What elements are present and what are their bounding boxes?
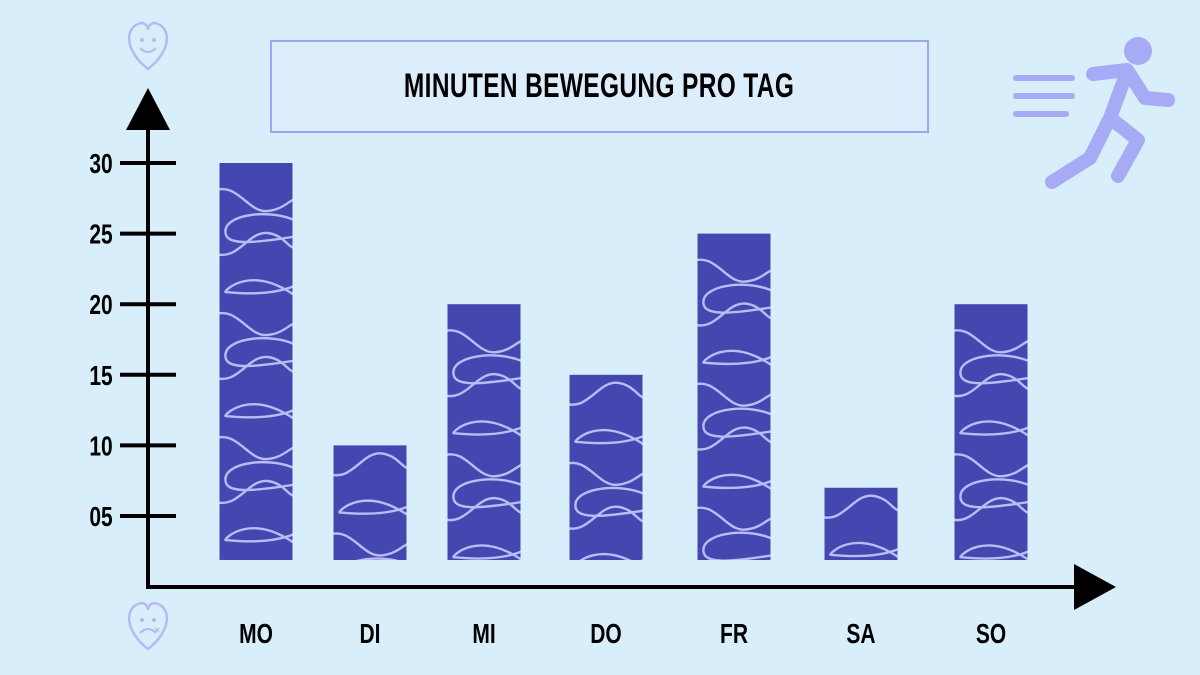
x-axis-arrow <box>1074 564 1116 610</box>
y-axis-arrow <box>126 88 170 130</box>
bar-pattern <box>954 329 1028 561</box>
bar-do <box>569 374 643 560</box>
bar-pattern <box>697 258 771 560</box>
bar-pattern <box>219 187 293 560</box>
bar-pattern <box>447 329 521 561</box>
bar-fr <box>697 233 771 560</box>
bar-di <box>333 445 407 560</box>
running-person-icon <box>1013 37 1175 189</box>
y-tick-label: 10 <box>89 432 112 463</box>
bar-pattern <box>824 494 898 559</box>
x-category-label: DI <box>359 619 380 650</box>
sad-heart-icon <box>127 601 169 651</box>
y-tick-label: 05 <box>89 502 113 533</box>
x-category-label: MO <box>239 619 273 650</box>
chart-title-box: MINUTEN BEWEGUNG PRO TAG <box>270 40 929 133</box>
x-category-label: FR <box>720 619 748 650</box>
bar-pattern <box>569 381 643 560</box>
bars-group <box>219 163 1028 561</box>
x-axis-labels: MO DI MI DO FR SA SO <box>239 619 1006 650</box>
x-category-label: SO <box>976 619 1006 650</box>
y-tick-label: 15 <box>89 361 113 392</box>
y-tick-label: 25 <box>89 220 113 251</box>
x-category-label: SA <box>846 619 875 650</box>
y-axis-ticks: 05 10 15 20 25 30 <box>89 149 176 533</box>
y-tick-label: 20 <box>89 290 112 321</box>
x-category-label: MI <box>472 619 495 650</box>
chart-title: MINUTEN BEWEGUNG PRO TAG <box>404 67 795 105</box>
x-category-label: DO <box>590 619 621 650</box>
bar-pattern <box>333 452 407 560</box>
smiling-heart-icon <box>127 21 169 71</box>
y-tick-label: 30 <box>89 149 112 180</box>
